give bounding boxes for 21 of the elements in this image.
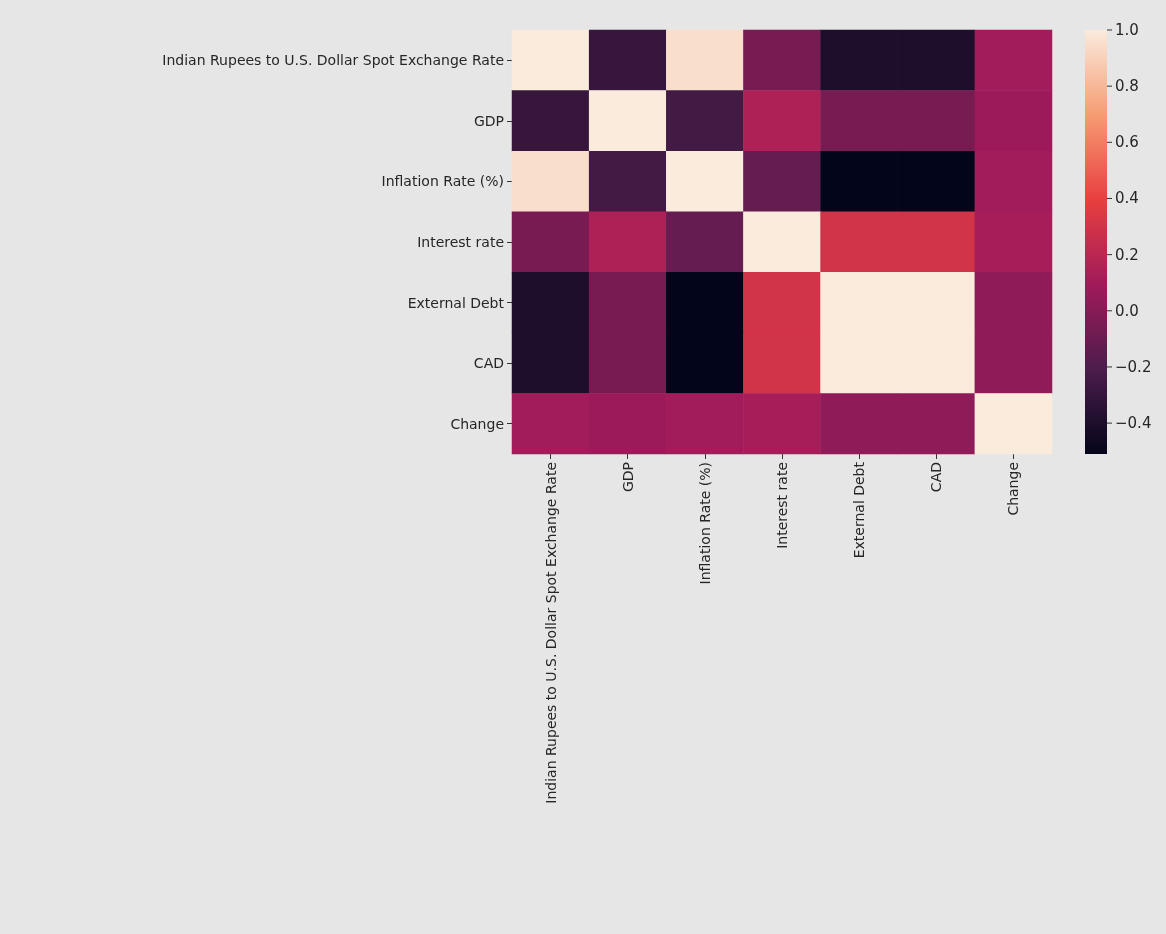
y-tick-label: Indian Rupees to U.S. Dollar Spot Exchange Rate [162,52,504,69]
color-bar-label: 0.2 [1115,245,1139,264]
color-bar-label: 0.0 [1115,301,1139,320]
y-tick-label: CAD [473,355,504,372]
color-bar-label: 0.4 [1115,189,1139,208]
color-bar-label: 0.8 [1115,77,1139,96]
x-tick-label: CAD [928,462,945,493]
y-tick-label: GDP [473,112,504,129]
color-bar-label: −0.2 [1115,357,1152,376]
x-tick-label: Inflation Rate (%) [696,462,713,585]
x-tick-label: External Debt [851,461,868,559]
y-tick-label: Change [450,415,504,432]
y-tick-label: Inflation Rate (%) [381,173,504,190]
x-tick-label: Change [1005,462,1022,516]
color-bar-label: 1.0 [1115,21,1139,39]
x-tick-label: GDP [619,462,636,493]
color-bar-label: −0.4 [1115,414,1152,433]
y-tick-label: Interest rate [417,234,504,250]
color-bar-label: 0.6 [1115,133,1139,152]
y-tick-label: External Debt [407,294,505,311]
x-tick-label: Interest rate [774,462,790,549]
